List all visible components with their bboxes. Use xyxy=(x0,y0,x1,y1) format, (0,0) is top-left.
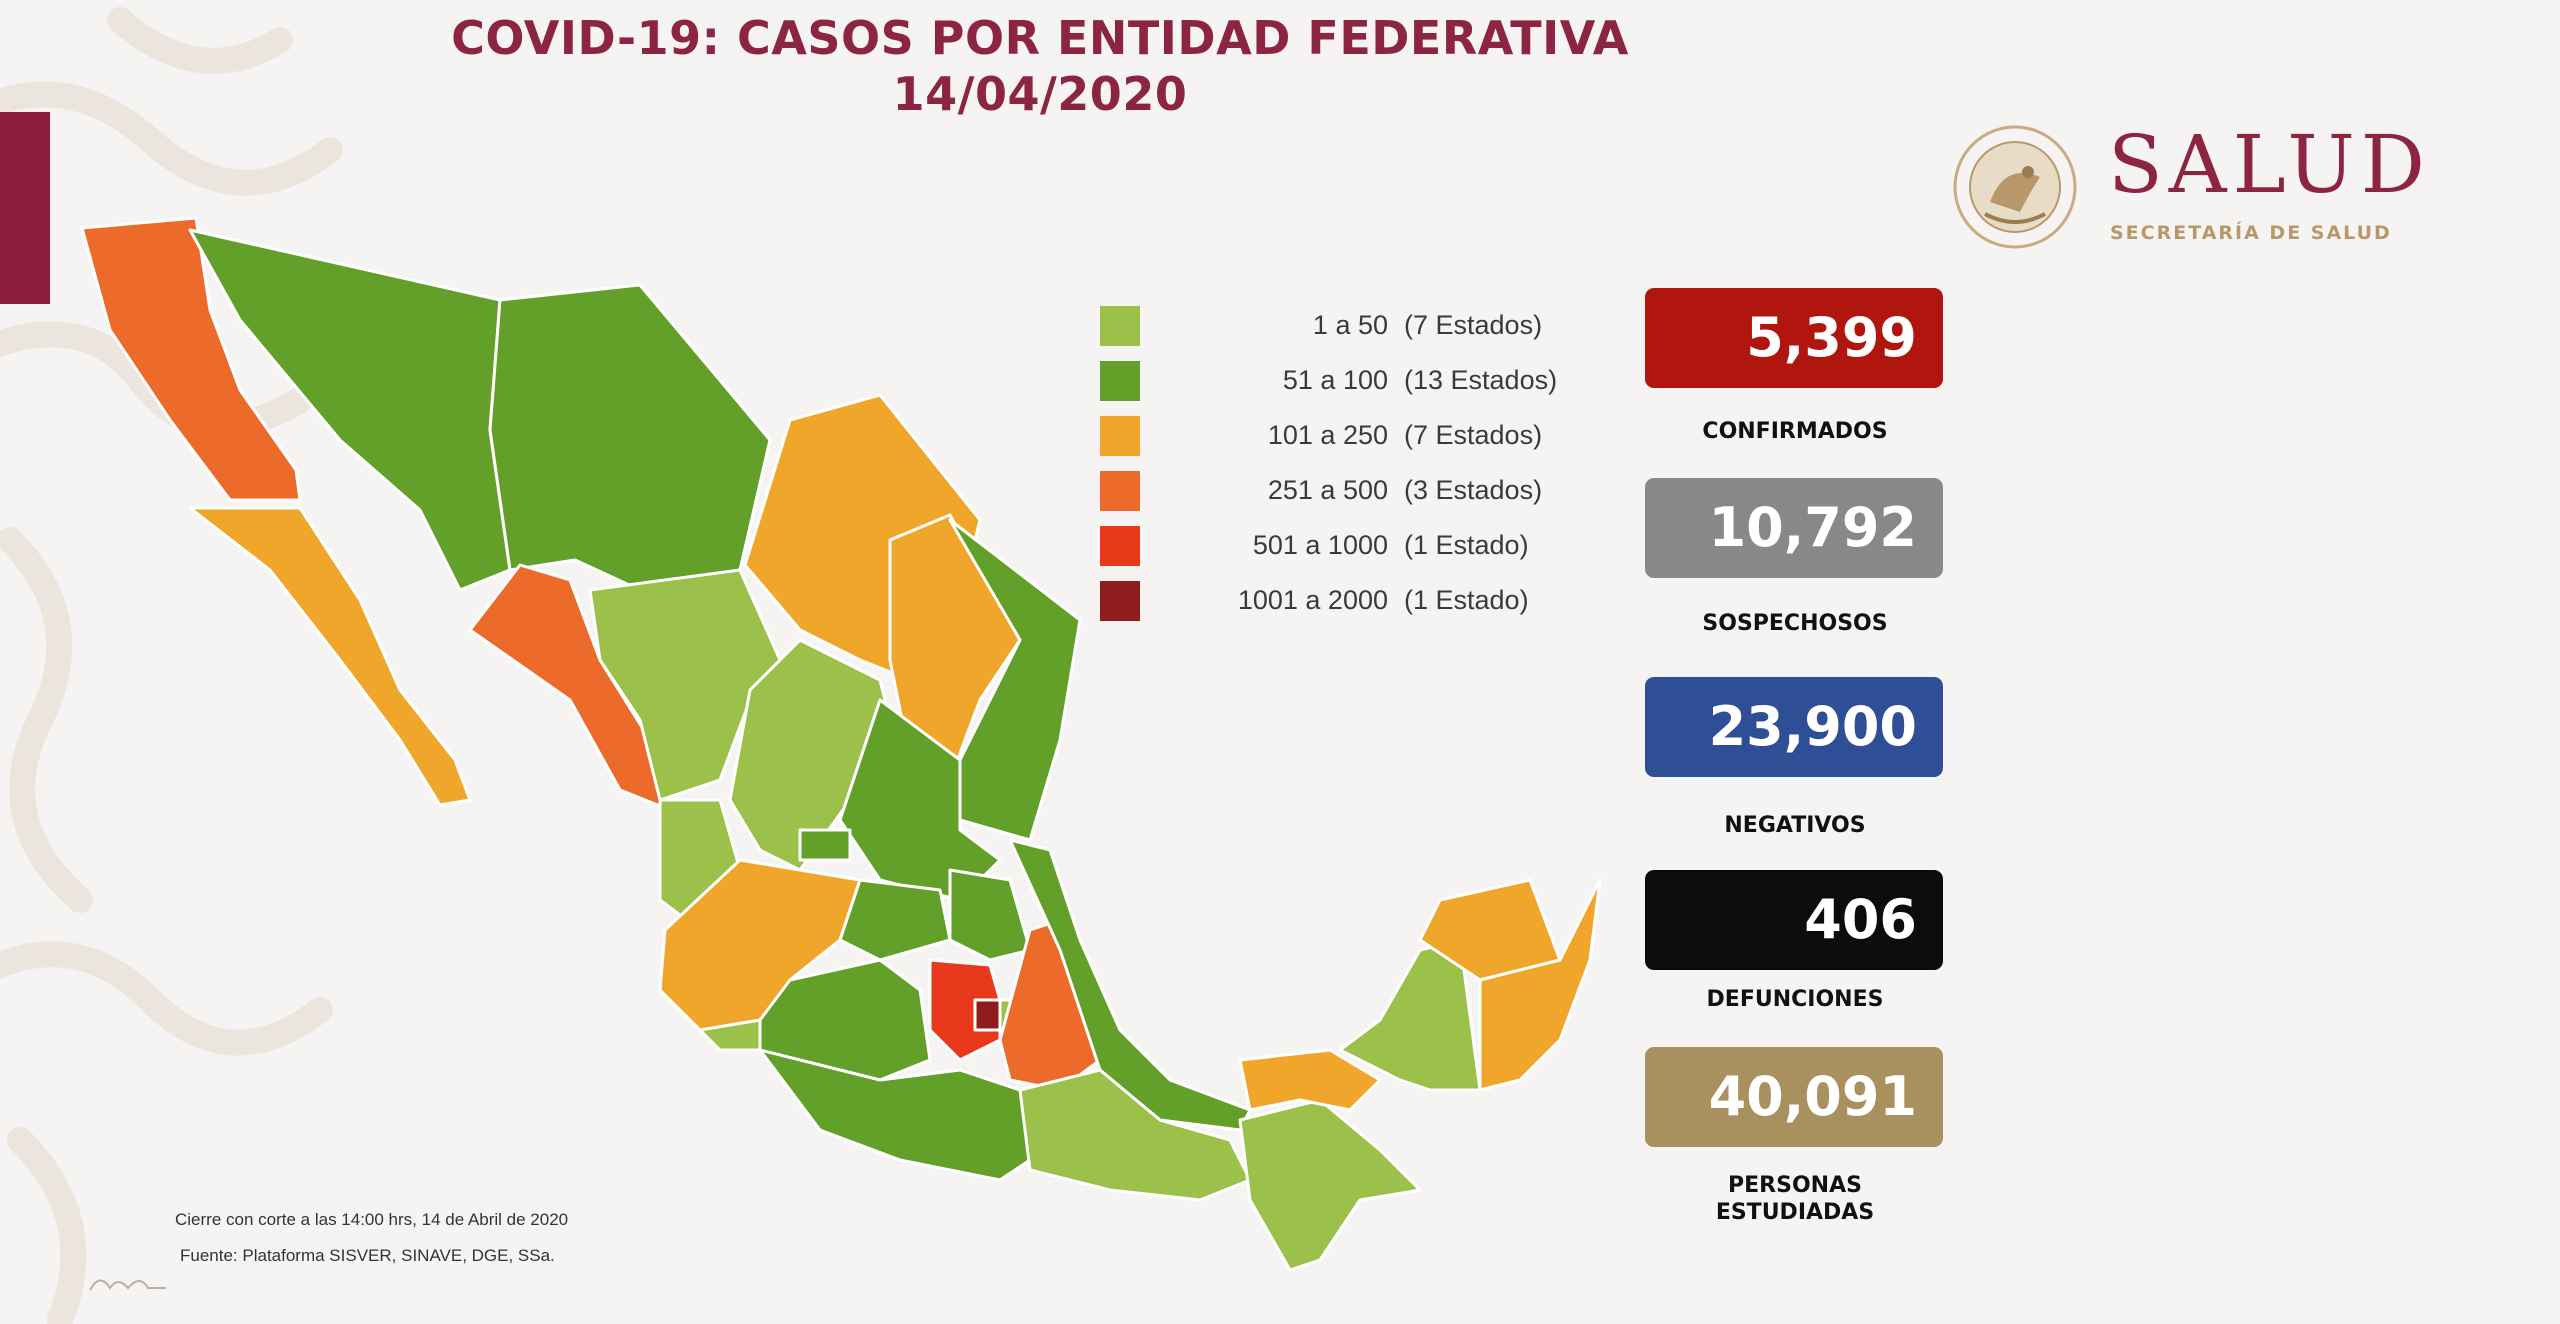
legend-item: 251 a 500 (3 Estados) xyxy=(1100,467,1542,522)
legend-item: 51 a 100 (13 Estados) xyxy=(1100,357,1557,412)
legend-count: (7 Estados) xyxy=(1404,310,1543,340)
negative-label: NEGATIVOS xyxy=(1724,813,1866,838)
legend-range: 51 a 100 xyxy=(1282,365,1388,395)
page-title: COVID-19: CASOS POR ENTIDAD FEDERATIVA 1… xyxy=(280,10,1800,122)
source-note: Fuente: Plataforma SISVER, SINAVE, DGE, … xyxy=(180,1246,555,1265)
legend-range: 1001 a 2000 xyxy=(1237,585,1388,615)
state-cdmx xyxy=(973,998,1002,1032)
state-chihuahua xyxy=(488,283,772,592)
state-yucatan xyxy=(1418,878,1562,982)
national-seal-icon xyxy=(1953,125,2077,249)
deaths-count: 406 xyxy=(1645,870,1943,970)
state-jalisco xyxy=(658,858,862,1032)
legend-range: 251 a 500 xyxy=(1267,475,1388,505)
accent-bar xyxy=(0,112,50,304)
legend-range: 101 a 250 xyxy=(1267,420,1388,450)
logo-subtitle: SECRETARÍA DE SALUD xyxy=(2110,222,2392,244)
legend-count: (3 Estados) xyxy=(1404,475,1543,505)
logo-name: SALUD xyxy=(2108,118,2431,211)
legend-swatch xyxy=(1100,526,1140,566)
state-colima xyxy=(698,1018,762,1052)
state-campeche xyxy=(1338,938,1482,1092)
state-queretaro-hidalgo xyxy=(948,868,1032,962)
legend-count: (1 Estado) xyxy=(1404,585,1529,615)
state-aguascalientes xyxy=(798,828,852,862)
state-chiapas xyxy=(1238,1098,1422,1272)
legend-item: 1001 a 2000 (1 Estado) xyxy=(1100,577,1529,632)
legend-range: 1 a 50 xyxy=(1312,310,1388,340)
map-legend: 1 a 50 (7 Estados) 51 a 100 (13 Estados)… xyxy=(1100,302,1557,632)
legend-item: 1 a 50 (7 Estados) xyxy=(1100,302,1542,357)
studied-label: PERSONAS ESTUDIADAS xyxy=(1600,1172,1990,1226)
title-line-1: COVID-19: CASOS POR ENTIDAD FEDERATIVA xyxy=(451,11,1629,65)
footer-ornament-icon xyxy=(89,1279,166,1291)
state-quintana-roo xyxy=(1478,878,1602,1092)
legend-count: (1 Estado) xyxy=(1404,530,1529,560)
legend-swatch xyxy=(1100,416,1140,456)
state-durango xyxy=(588,568,782,802)
legend-range: 501 a 1000 xyxy=(1252,530,1388,560)
legend-swatch xyxy=(1100,361,1140,401)
salud-logo: SALUD SECRETARÍA DE SALUD xyxy=(1950,112,2560,272)
state-baja-california xyxy=(80,216,302,502)
deaths-label: DEFUNCIONES xyxy=(1706,987,1884,1012)
state-baja-california-sur xyxy=(188,506,472,807)
negative-count: 23,900 xyxy=(1645,677,1943,777)
studied-label-line-1: PERSONAS xyxy=(1728,1173,1862,1198)
legend-item: 101 a 250 (7 Estados) xyxy=(1100,412,1542,467)
legend-swatch xyxy=(1100,471,1140,511)
legend-count: (7 Estados) xyxy=(1404,420,1543,450)
confirmed-label: CONFIRMADOS xyxy=(1702,419,1888,444)
legend-count: (13 Estados) xyxy=(1404,365,1558,395)
legend-item: 501 a 1000 (1 Estado) xyxy=(1100,522,1529,577)
suspected-count: 10,792 xyxy=(1645,478,1943,578)
legend-swatch xyxy=(1100,306,1140,346)
suspected-label: SOSPECHOSOS xyxy=(1702,611,1888,636)
studied-count: 40,091 xyxy=(1645,1047,1943,1147)
title-date: 14/04/2020 xyxy=(892,67,1188,121)
cutoff-note: Cierre con corte a las 14:00 hrs, 14 de … xyxy=(175,1210,569,1229)
background-ornament xyxy=(0,7,343,1324)
studied-label-line-2: ESTUDIADAS xyxy=(1715,1200,1875,1225)
legend-swatch xyxy=(1100,581,1140,621)
state-guanajuato xyxy=(838,878,952,962)
confirmed-count: 5,399 xyxy=(1645,288,1943,388)
state-tabasco xyxy=(1238,1048,1382,1112)
